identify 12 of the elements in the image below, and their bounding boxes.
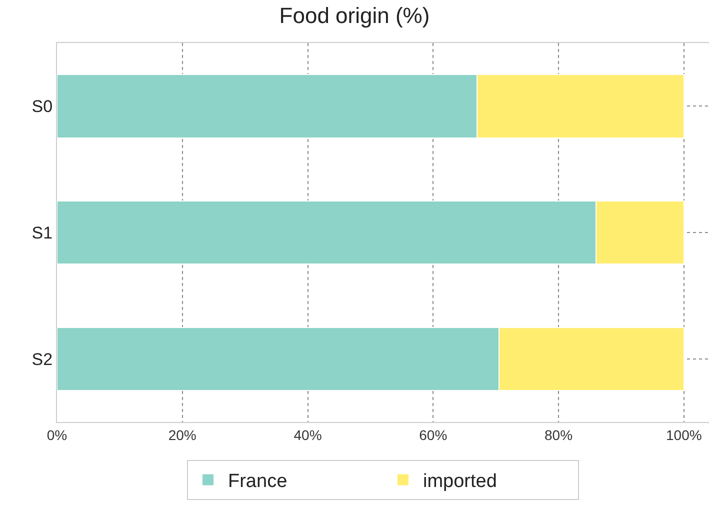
x-tick-label: 20% <box>168 426 196 443</box>
x-tick-label: 80% <box>544 426 573 443</box>
legend-label: imported <box>423 471 497 492</box>
x-tick-label: 40% <box>294 426 322 443</box>
x-tick-label: 100% <box>666 426 702 443</box>
x-tick-label: 60% <box>419 426 448 443</box>
x-tick-label: 0% <box>46 426 68 443</box>
chart-title: Food origin (%) <box>279 2 430 28</box>
y-tick-label: S0 <box>32 97 53 116</box>
y-tick-label: S1 <box>32 223 53 242</box>
y-tick-label: S2 <box>32 350 53 369</box>
legend-label: France <box>228 471 288 492</box>
